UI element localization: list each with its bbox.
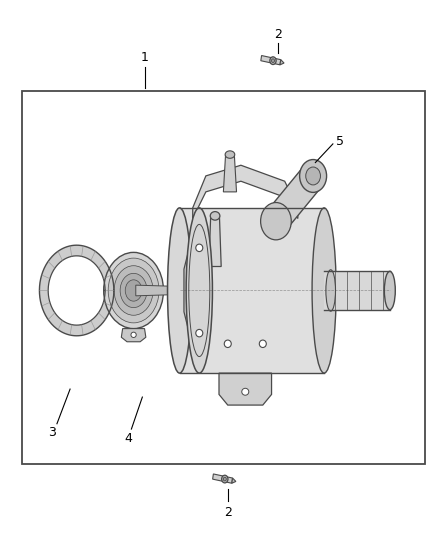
Ellipse shape <box>225 151 235 158</box>
Polygon shape <box>180 208 324 373</box>
Polygon shape <box>184 208 199 373</box>
Ellipse shape <box>196 244 203 252</box>
Polygon shape <box>232 478 236 483</box>
Text: 2: 2 <box>274 28 282 41</box>
Ellipse shape <box>222 475 228 483</box>
Text: 5: 5 <box>336 135 344 148</box>
Ellipse shape <box>125 280 142 301</box>
Polygon shape <box>223 155 237 192</box>
Polygon shape <box>193 165 298 290</box>
Ellipse shape <box>272 59 275 62</box>
Polygon shape <box>121 328 146 342</box>
Text: 2: 2 <box>224 506 232 519</box>
Ellipse shape <box>223 477 226 481</box>
Polygon shape <box>39 245 114 336</box>
Ellipse shape <box>261 203 291 240</box>
Ellipse shape <box>224 340 231 348</box>
Ellipse shape <box>259 340 266 348</box>
Ellipse shape <box>306 167 321 185</box>
Ellipse shape <box>104 253 163 328</box>
Ellipse shape <box>168 208 192 373</box>
Ellipse shape <box>312 208 336 373</box>
Ellipse shape <box>169 286 176 295</box>
Polygon shape <box>212 474 233 483</box>
Text: 1: 1 <box>141 51 148 64</box>
Ellipse shape <box>196 329 203 337</box>
Ellipse shape <box>114 266 153 315</box>
Polygon shape <box>267 165 322 232</box>
Text: 4: 4 <box>124 432 132 445</box>
Polygon shape <box>324 271 390 310</box>
Ellipse shape <box>384 271 395 310</box>
Ellipse shape <box>108 258 159 323</box>
Ellipse shape <box>210 212 220 220</box>
Polygon shape <box>136 285 172 296</box>
Polygon shape <box>280 60 284 65</box>
Polygon shape <box>261 55 281 65</box>
Ellipse shape <box>326 270 336 311</box>
Ellipse shape <box>270 57 276 64</box>
Polygon shape <box>219 373 272 405</box>
Ellipse shape <box>120 273 147 308</box>
Ellipse shape <box>186 208 212 373</box>
Ellipse shape <box>300 159 327 192</box>
Ellipse shape <box>242 388 249 395</box>
Ellipse shape <box>131 332 136 337</box>
Text: 3: 3 <box>48 426 56 439</box>
Polygon shape <box>209 216 221 266</box>
